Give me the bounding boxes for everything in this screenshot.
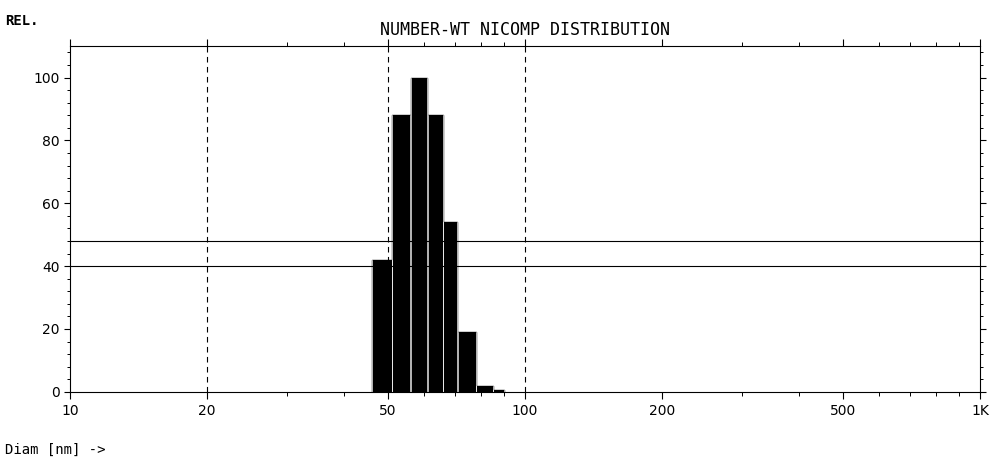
Title: NUMBER-WT NICOMP DISTRIBUTION: NUMBER-WT NICOMP DISTRIBUTION [380, 21, 670, 39]
Text: REL.: REL. [5, 14, 38, 28]
Text: Diam [nm] ->: Diam [nm] -> [5, 443, 106, 456]
